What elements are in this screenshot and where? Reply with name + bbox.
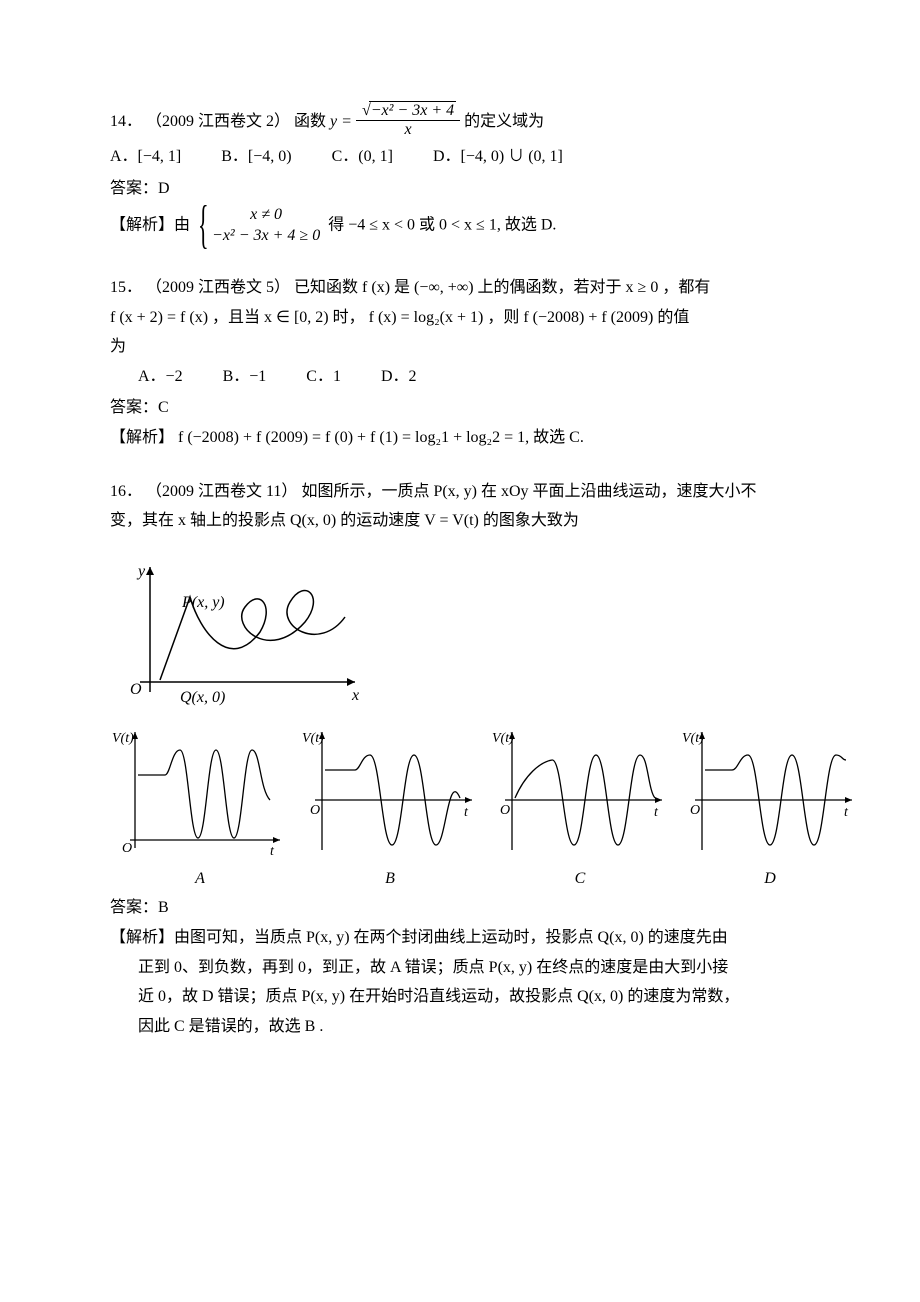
q16-choice-diagrams: O t V(t) A O t V(t) B xyxy=(110,720,810,892)
q16-stem-l1: 16． （2009 江西卷文 11） 如图所示，一质点 P(x, y) 在 xO… xyxy=(110,479,810,505)
Vt-label: V(t) xyxy=(112,731,134,746)
q14-brace: x ≠ 0 −x² − 3x + 4 ≥ 0 xyxy=(198,205,320,247)
O-label: O xyxy=(690,803,700,818)
q14-fraction: −x² − 3x + 4 x xyxy=(356,102,460,138)
t-label: t xyxy=(844,805,849,820)
question-14: 14． （2009 江西卷文 2） 函数 y = −x² − 3x + 4 x … xyxy=(110,104,810,247)
q14-opt-d: D．[−4, 0) ∪ (0, 1] xyxy=(433,144,563,170)
q14-opt-a: A．[−4, 1] xyxy=(110,144,181,170)
q16-expl-l1: 【解析】由图可知，当质点 P(x, y) 在两个封闭曲线上运动时，投影点 Q(x… xyxy=(110,925,810,951)
t-arrow-icon xyxy=(273,837,280,843)
choice-b-label: B xyxy=(385,866,395,892)
q14-number: 14． xyxy=(110,113,142,130)
t-label: t xyxy=(654,805,659,820)
t-arrow-icon xyxy=(465,797,472,803)
q14-fn-left: y = xyxy=(330,113,356,130)
choice-b-svg: O t V(t) xyxy=(300,720,480,860)
choice-a: O t V(t) A xyxy=(110,720,290,892)
choice-d: O t V(t) D xyxy=(680,720,860,892)
O-label: O xyxy=(130,681,142,698)
choice-d-label: D xyxy=(764,866,776,892)
q16-number: 16． xyxy=(110,483,142,500)
O-label: O xyxy=(122,841,132,856)
q15-answer: 答案：C xyxy=(110,395,810,421)
q15-opt-a: A．−2 xyxy=(138,364,183,390)
q14-options: A．[−4, 1] B．[−4, 0) C．(0, 1] D．[−4, 0) ∪… xyxy=(110,144,810,170)
question-15: 15． （2009 江西卷文 5） 已知函数 f (x) 是 (−∞, +∞) … xyxy=(110,275,810,451)
q14-num-expr: −x² − 3x + 4 xyxy=(369,101,456,119)
x-arrow-icon xyxy=(347,678,355,686)
y-arrow-icon xyxy=(146,567,154,575)
q15-source: （2009 江西卷文 5） xyxy=(146,279,290,296)
Vt-label: V(t) xyxy=(492,731,514,746)
q14-brace-r1: x ≠ 0 xyxy=(212,205,320,226)
q15-number: 15． xyxy=(110,279,142,296)
Q-label: Q(x, 0) xyxy=(180,689,225,706)
y-label: y xyxy=(136,563,146,580)
q14-opt-c: C．(0, 1] xyxy=(332,144,393,170)
P-label: P(x, y) xyxy=(181,594,225,611)
q15-stem-l2: f (x + 2) = f (x) ，且当 x ∈ [0, 2) 时， f (x… xyxy=(110,305,810,331)
choice-c-label: C xyxy=(575,866,586,892)
q16-stem-text1: 如图所示，一质点 P(x, y) 在 xOy 平面上沿曲线运动，速度大小不 xyxy=(301,483,756,500)
q15-stem-text1: 已知函数 f (x) 是 (−∞, +∞) 上的偶函数，若对于 x ≥ 0 ，都… xyxy=(294,279,710,296)
q16-expl-l3: 近 0，故 D 错误；质点 P(x, y) 在开始时沿直线运动，故投影点 Q(x… xyxy=(110,984,810,1010)
q15-opt-c: C．1 xyxy=(306,364,341,390)
Vt-label: V(t) xyxy=(302,731,324,746)
t-arrow-icon xyxy=(655,797,662,803)
O-label: O xyxy=(500,803,510,818)
q16-stem-l2: 变，其在 x 轴上的投影点 Q(x, 0) 的运动速度 V = V(t) 的图象… xyxy=(110,508,810,534)
t-label: t xyxy=(270,844,275,859)
q16-answer: 答案：B xyxy=(110,895,810,921)
choice-d-svg: O t V(t) xyxy=(680,720,860,860)
question-16: 16． （2009 江西卷文 11） 如图所示，一质点 P(x, y) 在 xO… xyxy=(110,479,810,1040)
sqrt-icon: −x² − 3x + 4 xyxy=(360,102,456,120)
q14-stem-suffix: 的定义域为 xyxy=(464,113,544,130)
q14-stem-prefix: 函数 xyxy=(294,113,330,130)
choice-b: O t V(t) B xyxy=(300,720,480,892)
q14-expl-tail: 得 −4 ≤ x < 0 或 0 < x ≤ 1, 故选 D. xyxy=(328,217,556,234)
choice-c-svg: O t V(t) xyxy=(490,720,670,860)
q14-stem: 14． （2009 江西卷文 2） 函数 y = −x² − 3x + 4 x … xyxy=(110,104,810,140)
q14-denominator: x xyxy=(356,121,460,139)
curve-diagram-svg: O x y P(x, y) Q(x, 0) xyxy=(110,552,370,712)
q15-opt-b: B．−1 xyxy=(223,364,267,390)
q16-expl-l2: 正到 0、到负数，再到 0，到正，故 A 错误；质点 P(x, y) 在终点的速… xyxy=(110,955,810,981)
q14-expl-lead: 【解析】由 xyxy=(110,217,190,234)
q16-main-diagram: O x y P(x, y) Q(x, 0) xyxy=(110,552,810,712)
curve-a xyxy=(138,750,270,838)
q15-options: A．−2 B．−1 C．1 D．2 xyxy=(110,364,810,390)
q16-expl-l4: 因此 C 是错误的，故选 B . xyxy=(110,1014,810,1040)
q16-source: （2009 江西卷文 11） xyxy=(146,483,297,500)
x-label: x xyxy=(351,687,359,704)
choice-a-svg: O t V(t) xyxy=(110,720,290,860)
q15-stem-l1: 15． （2009 江西卷文 5） 已知函数 f (x) 是 (−∞, +∞) … xyxy=(110,275,810,301)
q14-answer: 答案：D xyxy=(110,176,810,202)
choice-a-label: A xyxy=(195,866,205,892)
choice-c: O t V(t) C xyxy=(490,720,670,892)
q14-opt-b: B．[−4, 0) xyxy=(221,144,291,170)
O-label: O xyxy=(310,803,320,818)
q15-opt-d: D．2 xyxy=(381,364,417,390)
t-label: t xyxy=(464,805,469,820)
Vt-label: V(t) xyxy=(682,731,704,746)
q15-stem-l3: 为 xyxy=(110,334,810,360)
q14-numerator: −x² − 3x + 4 xyxy=(356,102,460,121)
t-arrow-icon xyxy=(845,797,852,803)
q15-explanation: 【解析】 f (−2008) + f (2009) = f (0) + f (1… xyxy=(110,425,810,451)
q14-source: （2009 江西卷文 2） xyxy=(146,113,290,130)
q14-brace-r2: −x² − 3x + 4 ≥ 0 xyxy=(212,226,320,247)
q14-explanation: 【解析】由 x ≠ 0 −x² − 3x + 4 ≥ 0 得 −4 ≤ x < … xyxy=(110,205,810,247)
